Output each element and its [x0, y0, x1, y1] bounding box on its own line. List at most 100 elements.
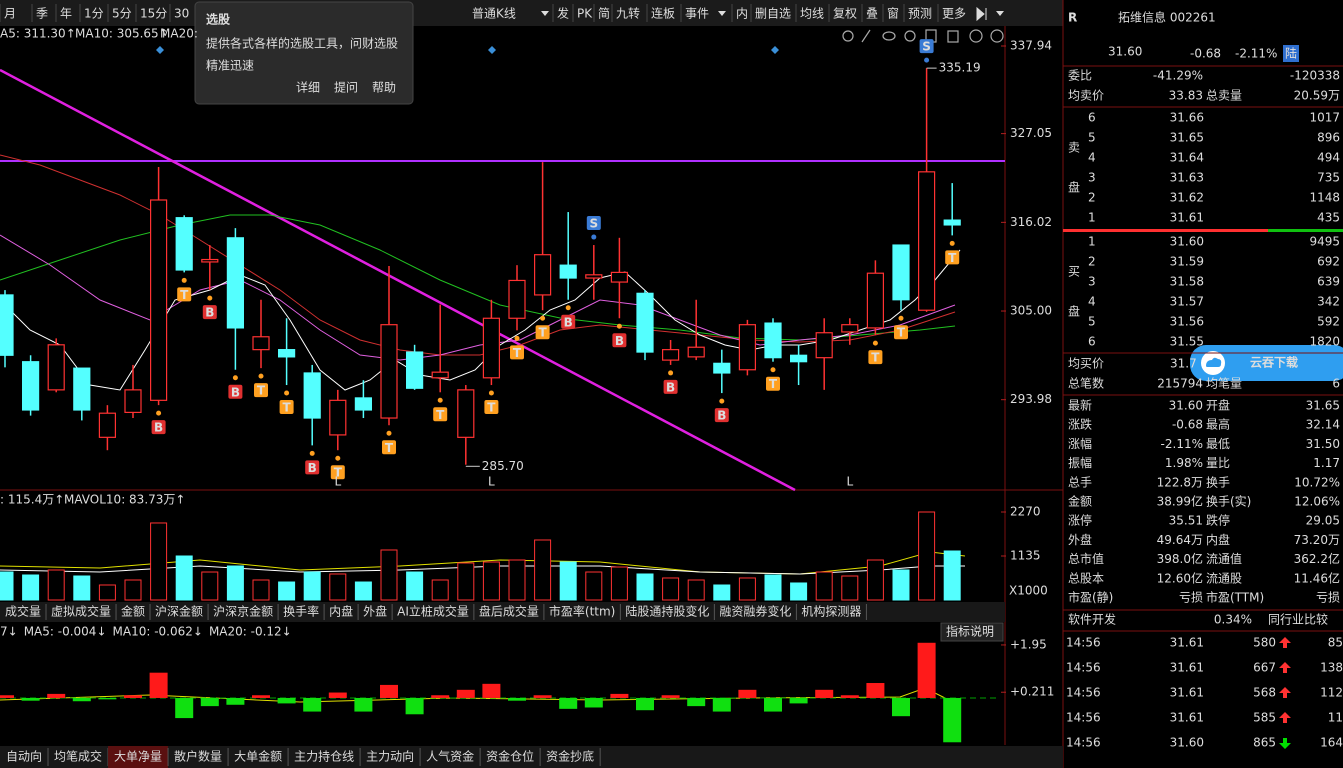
volume-bar	[406, 571, 424, 601]
buy-volume: 692	[1317, 255, 1340, 269]
ind-bar	[636, 697, 654, 711]
toolbar-item[interactable]: 删自选	[755, 7, 791, 21]
signal-label: T	[257, 384, 266, 398]
toolbar-item[interactable]: 九转	[616, 6, 640, 21]
tooltip-link[interactable]: 详细	[296, 80, 320, 95]
indicator-tab[interactable]: 沪深京金额	[213, 604, 273, 619]
signal-label: B	[666, 380, 675, 394]
toolbar-item[interactable]: 均线	[800, 7, 824, 21]
bottom-tab[interactable]: 散户数量	[174, 749, 222, 764]
bottom-tab[interactable]: 主力动向	[366, 749, 414, 764]
stat-label: 涨跌	[1068, 417, 1092, 432]
tooltip-link[interactable]: 提问	[334, 80, 358, 95]
volume-bar	[303, 571, 321, 601]
toolbar-item[interactable]: PK	[577, 7, 593, 21]
toolbar-item[interactable]: 窗	[887, 7, 899, 21]
trade-volume: 667	[1253, 661, 1276, 675]
toolbar-item[interactable]: 简	[598, 7, 610, 21]
indicator-tab[interactable]: 内盘	[329, 604, 353, 619]
toolbar-item[interactable]: 1分	[84, 7, 104, 21]
stat-value: 122.8万	[1157, 475, 1203, 489]
indicator-tab[interactable]: 机构探测器	[801, 604, 861, 619]
popup-label[interactable]: 云吞下载	[1250, 355, 1298, 370]
indicator-tab[interactable]: 虚拟成交量	[51, 604, 111, 619]
toolbar-item[interactable]: 预测	[908, 7, 932, 21]
ind-button[interactable]: 指标说明	[946, 624, 994, 639]
indicator-tab[interactable]: 换手率	[283, 604, 319, 619]
signal-box	[305, 460, 320, 475]
bottom-tab[interactable]: 人气资金	[426, 749, 474, 764]
candle-body	[482, 317, 500, 379]
toolbar-item[interactable]: 叠	[866, 7, 878, 21]
indicator-tab[interactable]: 成交量	[5, 604, 41, 619]
level: 6	[1088, 335, 1096, 349]
toolbar-item[interactable]: 年	[60, 7, 72, 21]
toolbar-item[interactable]: 内	[736, 7, 748, 21]
bottom-tab[interactable]: 主力持仓线	[294, 749, 354, 764]
candle-body	[508, 279, 526, 319]
toolbar-item[interactable]: 30	[174, 7, 189, 21]
candle-body	[22, 361, 40, 411]
volume-bar	[815, 571, 833, 601]
stat-value: 31.60	[1169, 399, 1203, 413]
ind-bar	[815, 689, 834, 698]
sell-price: 31.64	[1170, 151, 1204, 165]
toolbar-item[interactable]: 更多	[942, 7, 966, 21]
toolbar-item[interactable]: 事件	[685, 7, 709, 21]
toolbar-item[interactable]: 5分	[112, 7, 132, 21]
active-tab-bg	[108, 746, 169, 768]
candle-body	[610, 271, 629, 283]
ind-legend: MA20: -0.12↓	[209, 625, 292, 639]
signal-dot	[565, 305, 571, 311]
bottom-tab[interactable]: 大单金额	[234, 749, 282, 764]
indicator-tab[interactable]: AI立桩成交量	[397, 604, 469, 619]
peer-compare[interactable]: 同行业比较	[1268, 612, 1328, 627]
y-tick-label: 316.02	[1010, 215, 1052, 229]
candle-body	[380, 324, 398, 419]
ind-bar	[943, 697, 962, 743]
vol-legend: MAVOL10: 83.73万↑	[64, 493, 185, 507]
toolbar-item[interactable]: 15分	[140, 7, 167, 21]
kline-type[interactable]: 普通K线	[472, 7, 516, 21]
buy-price: 31.56	[1170, 315, 1204, 329]
download-popup[interactable]	[1190, 345, 1343, 381]
indicator-tab[interactable]: 外盘	[363, 604, 387, 619]
stat-value: 73.20万	[1294, 533, 1340, 547]
toolbar-item[interactable]: 复权	[833, 7, 857, 21]
candle-body	[278, 349, 296, 358]
tooltip-link[interactable]: 帮助	[372, 81, 396, 95]
bottom-tab[interactable]: 资金抄底	[546, 749, 594, 764]
toolbar-item[interactable]: 发	[557, 6, 569, 21]
tooltip-text: 精准迅速	[206, 59, 254, 73]
candle-body	[533, 254, 552, 296]
bottom-tab[interactable]: 资金仓位	[486, 749, 534, 764]
indicator-tab[interactable]: 融资融券变化	[719, 604, 791, 619]
indicator-tab[interactable]: 盘后成交量	[479, 604, 539, 619]
expand-icon[interactable]	[976, 6, 987, 22]
bottom-tab[interactable]: 自动向	[6, 749, 42, 764]
sell-volume: 494	[1317, 151, 1340, 165]
bottom-tab[interactable]: 大单净量	[114, 750, 162, 764]
bottom-tabs-bg	[0, 746, 1063, 768]
toolbar-item[interactable]: 月	[4, 7, 16, 21]
candle-body	[47, 344, 65, 391]
indicator-tab[interactable]: 沪深金额	[155, 604, 203, 619]
candle-body	[661, 349, 680, 361]
toolbar-item[interactable]: 季	[36, 7, 48, 21]
ratio-value: -41.29%	[1153, 69, 1203, 83]
tabs-bg	[0, 602, 1005, 622]
chart-icons[interactable]	[842, 29, 1004, 43]
indicator-tab[interactable]: 市盈率(ttm)	[549, 604, 615, 619]
trade-count: 112	[1320, 686, 1343, 700]
indicator-tab[interactable]: 金额	[121, 604, 145, 619]
indicator-tab[interactable]: 陆股通持股变化	[625, 604, 709, 619]
ind-bar	[277, 697, 296, 704]
ind-bar	[508, 697, 526, 701]
level: 5	[1088, 315, 1096, 329]
ind-bar	[47, 693, 66, 698]
signal-label: T	[487, 401, 496, 415]
volume-bar	[610, 566, 628, 601]
toolbar-item[interactable]: 连板	[651, 6, 675, 21]
bottom-tab[interactable]: 均笔成交	[54, 749, 102, 764]
